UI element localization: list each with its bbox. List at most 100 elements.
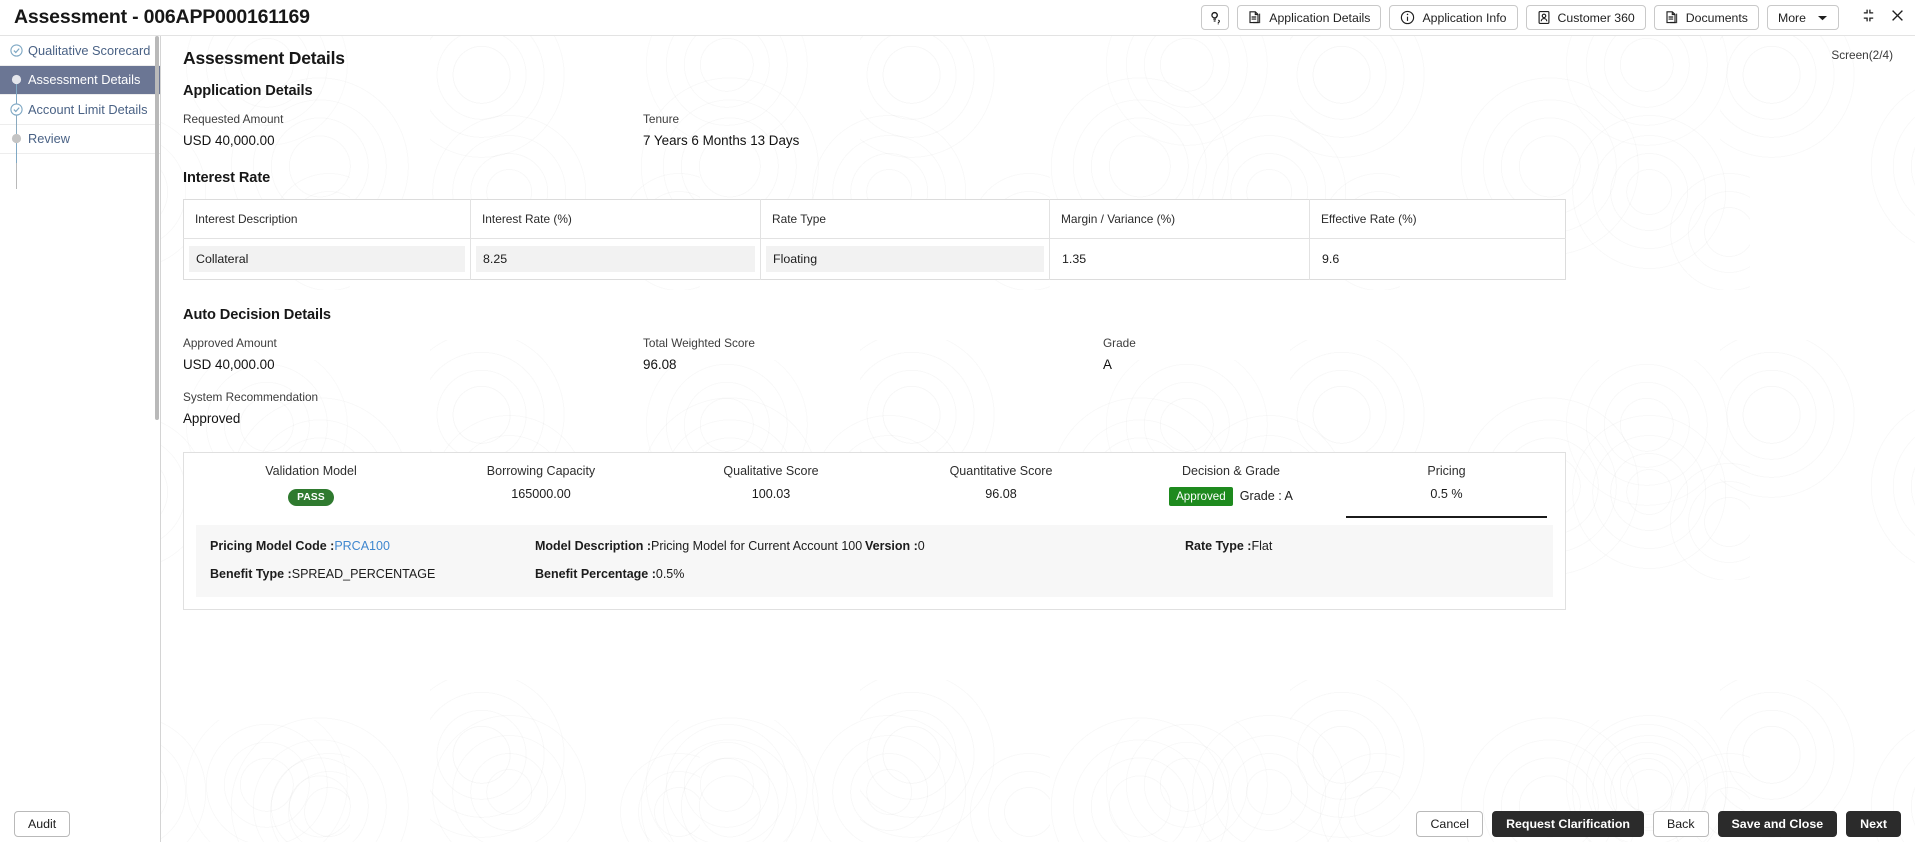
pricing-model-code-label: Pricing Model Code : (210, 539, 335, 553)
sidebar-scrollbar[interactable] (155, 36, 159, 420)
validation-model-column[interactable]: Validation Model PASS (196, 464, 426, 506)
footer-actions: Cancel Request Clarification Back Save a… (1416, 811, 1901, 837)
app-footer: Audit Cancel Request Clarification Back … (0, 806, 1915, 842)
app-body: Qualitative Scorecard Assessment Details… (0, 36, 1915, 842)
qualitative-score-label: Qualitative Score (723, 464, 819, 478)
interest-rate-value[interactable]: 8.25 (476, 246, 755, 272)
rate-type-value[interactable]: Floating (766, 246, 1044, 272)
column-header-effective-rate: Effective Rate (%) (1309, 199, 1566, 239)
version-field: Version :0 (865, 539, 1185, 553)
grade-label: Grade (1103, 336, 1136, 350)
model-description-field: Model Description :Pricing Model for Cur… (535, 539, 865, 553)
pricing-details-row: Benefit Type :SPREAD_PERCENTAGE Benefit … (210, 567, 1539, 581)
header-toolbar: Application Details Application Info (1201, 5, 1905, 30)
documents-label: Documents (1685, 10, 1748, 25)
approved-amount-label: Approved Amount (183, 336, 277, 350)
next-button[interactable]: Next (1846, 811, 1901, 837)
pricing-details-row: Pricing Model Code :PRCA100 Model Descri… (210, 539, 1539, 553)
quantitative-score-column[interactable]: Quantitative Score 96.08 (886, 464, 1116, 506)
application-details-section-title: Application Details (183, 83, 313, 99)
borrowing-capacity-column[interactable]: Borrowing Capacity 165000.00 (426, 464, 656, 506)
decision-summary-columns: Validation Model PASS Borrowing Capacity… (196, 464, 1553, 518)
customer-360-button[interactable]: Customer 360 (1525, 5, 1646, 30)
approved-amount-field: Approved Amount USD 40,000.00 (183, 336, 643, 372)
sidebar-item-label: Assessment Details (28, 72, 141, 88)
interest-description-value[interactable]: Collateral (189, 246, 465, 272)
application-details-button[interactable]: Application Details (1237, 5, 1382, 30)
bulb-question-icon (1208, 10, 1222, 25)
benefit-type-value: SPREAD_PERCENTAGE (291, 567, 436, 581)
system-recommendation-field: System Recommendation Approved (183, 390, 643, 426)
help-query-button[interactable] (1201, 5, 1230, 30)
cell-interest-description: Collateral (183, 238, 471, 280)
page-heading: Assessment - 006APP000161169 (14, 6, 310, 28)
effective-rate-value: 9.6 (1322, 252, 1340, 266)
save-and-close-button[interactable]: Save and Close (1717, 811, 1838, 837)
audit-button[interactable]: Audit (14, 811, 71, 837)
active-tab-indicator (1346, 515, 1547, 518)
version-value: 0 (917, 539, 925, 553)
sidebar-item-assessment-details[interactable]: Assessment Details (0, 65, 160, 95)
cancel-button[interactable]: Cancel (1416, 811, 1484, 837)
model-description-label: Model Description : (535, 539, 651, 553)
screen-indicator: Screen(2/4) (1831, 48, 1893, 62)
collapse-icon[interactable] (1861, 8, 1876, 28)
stepper-sidebar: Qualitative Scorecard Assessment Details… (0, 36, 161, 842)
page-title: Assessment Details (183, 48, 345, 68)
application-details-label: Application Details (1269, 10, 1371, 25)
system-recommendation-value: Approved (183, 411, 241, 426)
application-info-button[interactable]: Application Info (1389, 5, 1518, 30)
stepper-connector (15, 163, 18, 189)
decision-summary-card: Validation Model PASS Borrowing Capacity… (183, 452, 1566, 610)
pricing-model-code-link[interactable]: PRCA100 (334, 539, 390, 553)
margin-variance-value: 1.35 (1062, 252, 1087, 266)
close-icon[interactable] (1890, 8, 1905, 28)
tenure-value: 7 Years 6 Months 13 Days (643, 133, 800, 148)
quantitative-score-label: Quantitative Score (949, 464, 1053, 478)
cell-rate-type: Floating (760, 238, 1050, 280)
borrowing-capacity-value: 165000.00 (511, 487, 571, 501)
sidebar-item-qualitative-scorecard[interactable]: Qualitative Scorecard (0, 36, 160, 66)
customer-360-label: Customer 360 (1557, 10, 1635, 25)
pricing-details-panel: Pricing Model Code :PRCA100 Model Descri… (196, 525, 1553, 597)
sidebar-item-label: Account Limit Details (28, 101, 148, 117)
pricing-label: Pricing (1427, 464, 1466, 478)
sidebar-item-account-limit-details[interactable]: Account Limit Details (0, 95, 160, 125)
column-header-interest-description: Interest Description (183, 199, 471, 239)
interest-rate-table: Interest Description Interest Rate (%) R… (183, 199, 1566, 280)
tenure-label: Tenure (643, 112, 680, 126)
column-header-margin-variance: Margin / Variance (%) (1049, 199, 1310, 239)
pending-dot-icon (9, 132, 23, 146)
column-header-interest-rate: Interest Rate (%) (470, 199, 761, 239)
back-button[interactable]: Back (1653, 811, 1709, 837)
approved-amount-value: USD 40,000.00 (183, 357, 275, 372)
more-button[interactable]: More (1766, 5, 1839, 30)
cell-effective-rate: 9.6 (1310, 239, 1566, 280)
pricing-column[interactable]: Pricing 0.5 % (1346, 464, 1547, 518)
qualitative-score-column[interactable]: Qualitative Score 100.03 (656, 464, 886, 506)
document-stack-icon (1248, 10, 1262, 25)
application-info-label: Application Info (1422, 10, 1507, 25)
quantitative-score-value: 96.08 (985, 487, 1017, 501)
documents-button[interactable]: Documents (1653, 5, 1759, 30)
pricing-value: 0.5 % (1430, 487, 1463, 501)
main-content: Screen(2/4) Assessment Details Applicati… (161, 36, 1915, 842)
benefit-type-field: Benefit Type :SPREAD_PERCENTAGE (210, 567, 535, 581)
requested-amount-field: Requested Amount USD 40,000.00 (183, 112, 643, 148)
pricing-model-code-field: Pricing Model Code :PRCA100 (210, 539, 535, 553)
auto-decision-section-title: Auto Decision Details (183, 307, 331, 323)
decision-grade-column[interactable]: Decision & Grade Approved Grade : A (1116, 464, 1346, 506)
rate-type-label: Rate Type : (1185, 539, 1252, 553)
benefit-percentage-field: Benefit Percentage :0.5% (535, 567, 865, 581)
person-card-icon (1537, 10, 1551, 25)
sidebar-item-review[interactable]: Review (0, 125, 160, 154)
model-description-value: Pricing Model for Current Account 100 (650, 539, 863, 553)
total-weighted-score-label: Total Weighted Score (643, 336, 755, 350)
info-circle-icon (1400, 10, 1415, 25)
system-recommendation-label: System Recommendation (183, 390, 319, 404)
request-clarification-button[interactable]: Request Clarification (1492, 811, 1644, 837)
sidebar-item-label: Qualitative Scorecard (28, 42, 151, 58)
qualitative-score-value: 100.03 (751, 487, 791, 501)
benefit-percentage-label: Benefit Percentage : (535, 567, 656, 581)
system-recommendation-row: System Recommendation Approved (183, 390, 1893, 426)
